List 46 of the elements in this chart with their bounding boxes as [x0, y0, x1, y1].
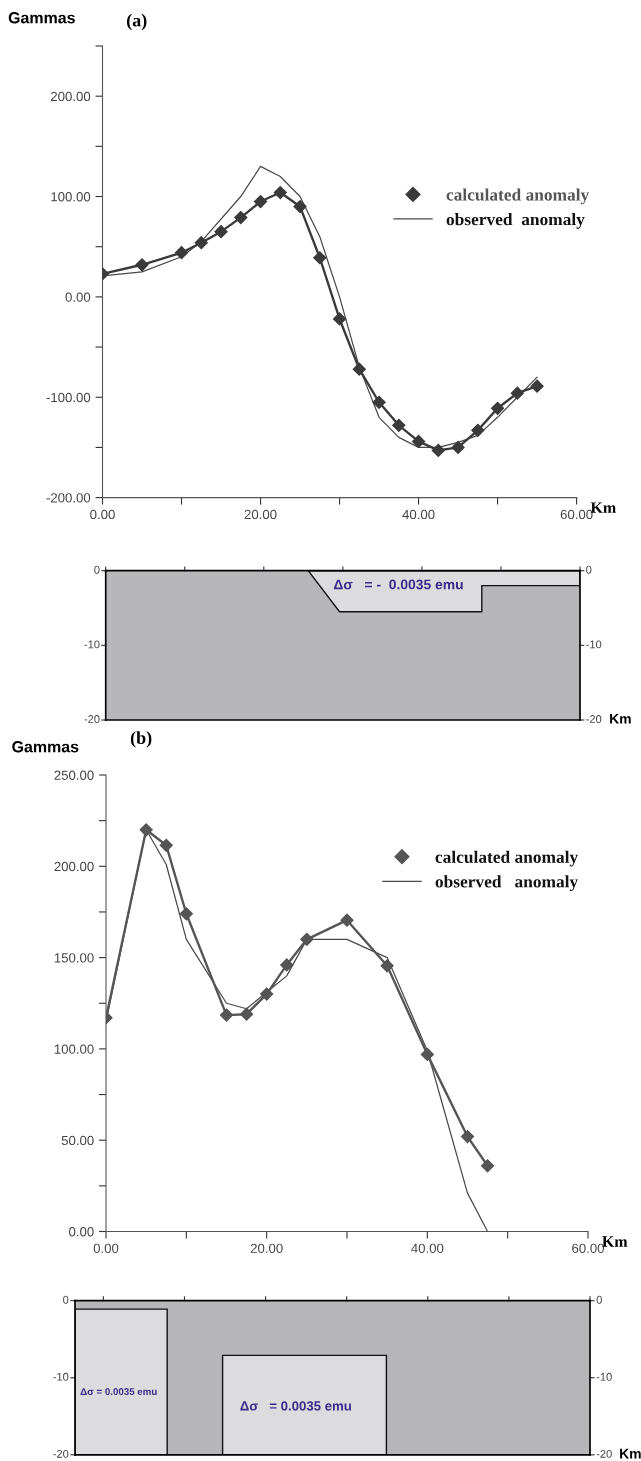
text: Km	[610, 714, 631, 724]
legend-label: calculated anomaly	[446, 188, 590, 205]
text: Km	[620, 1448, 641, 1459]
x-tick-label: 60.00	[572, 1243, 604, 1253]
x-tick-label: 40.00	[411, 1243, 444, 1253]
text: -20	[596, 1449, 612, 1458]
y-tick-label: 50.00	[61, 1135, 94, 1146]
text: -10	[586, 640, 602, 649]
y-tick-label: 0.00	[69, 1227, 94, 1237]
x-axis-title: Km	[602, 1236, 628, 1247]
x-tick-label: 20.00	[244, 509, 277, 520]
text: -20	[53, 1449, 69, 1458]
y-tick-label: 100.00	[51, 192, 91, 202]
legend-label: observed anomaly	[435, 875, 579, 892]
x-tick-label: 0.00	[93, 1243, 119, 1253]
x-tick-label: 40.00	[402, 509, 435, 520]
chart-title: (b)	[130, 731, 152, 748]
x-tick-label: 20.00	[250, 1243, 283, 1253]
y-tick-label: 150.00	[54, 953, 94, 963]
chart-title: (a)	[127, 13, 147, 31]
y-axis-title: Gammas	[8, 12, 75, 24]
x-axis-title: Km	[590, 502, 616, 513]
y-tick-label: 200.00	[51, 91, 91, 102]
legend-label: calculated anomaly	[435, 850, 578, 867]
y-tick-label: 0.00	[65, 292, 91, 302]
text: -10	[596, 1372, 612, 1381]
legend-label: observed anomaly	[446, 213, 585, 229]
x-tick-label: 0.00	[90, 509, 115, 520]
text: Δσ = 0.0035 emu	[240, 1401, 351, 1411]
text: 0	[586, 565, 592, 574]
y-tick-label: 200.00	[54, 861, 94, 872]
y-tick-label: 250.00	[54, 770, 94, 780]
text: -10	[53, 1372, 69, 1381]
text: -10	[84, 640, 100, 649]
text: Δσ = - 0.0035 emu	[333, 579, 463, 590]
text: 0	[94, 565, 100, 574]
text: -20	[84, 715, 100, 723]
y-axis-title: Gammas	[12, 741, 79, 753]
text: 0	[63, 1295, 69, 1304]
x-tick-label: 60.00	[560, 509, 593, 520]
y-tick-label: 100.00	[54, 1044, 94, 1054]
text: -20	[586, 715, 602, 723]
y-tick-label: -200.00	[46, 493, 91, 503]
text: 0	[596, 1295, 602, 1304]
text: Δσ = 0.0035 emu	[80, 1388, 157, 1396]
y-tick-label: -100.00	[46, 392, 91, 403]
